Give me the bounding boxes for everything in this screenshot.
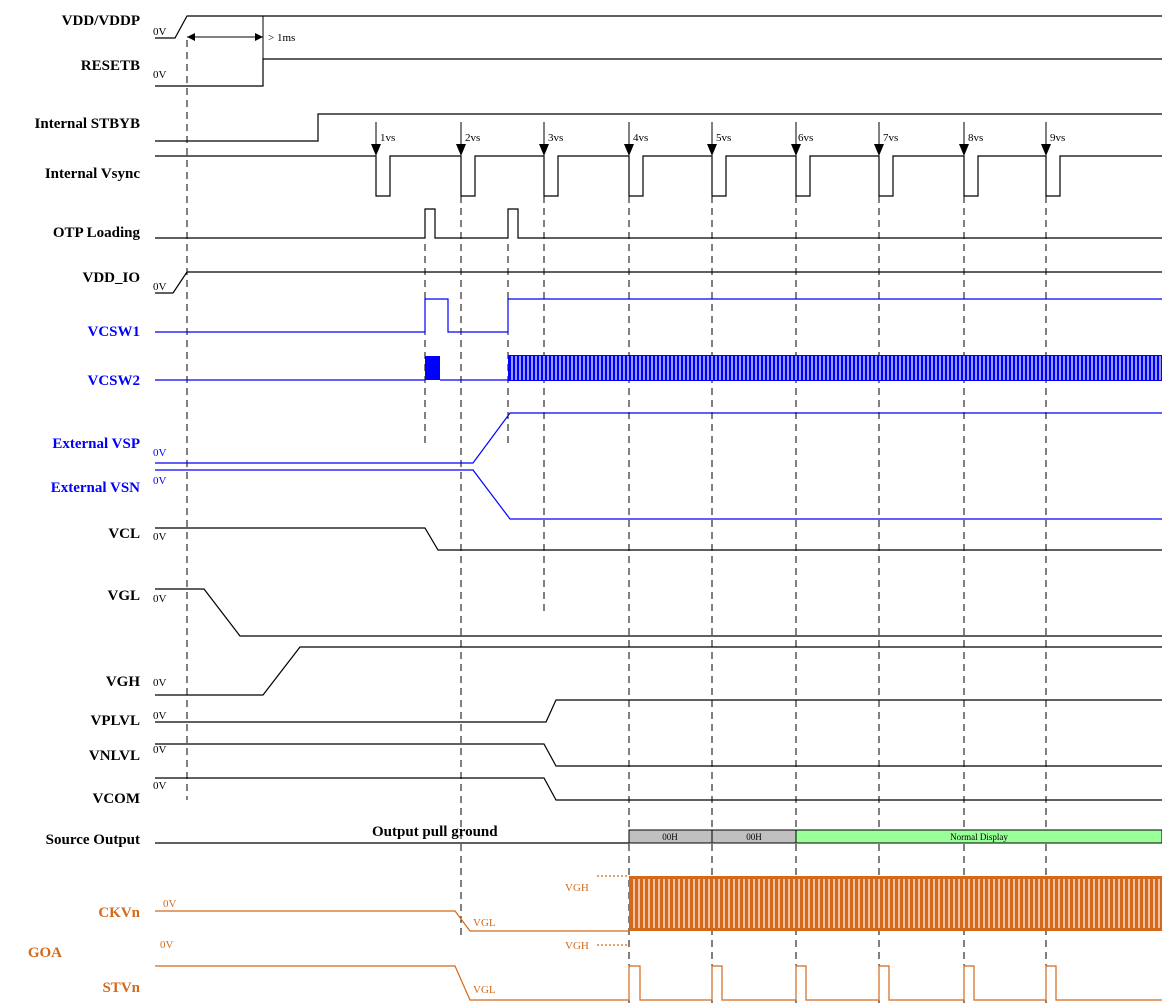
label-vnlvl: VNLVL [89,748,140,764]
label-vcsw2: VCSW2 [87,373,140,389]
source-segment-2-label: 00H [746,832,762,842]
source-output-bar: 00H 00H Normal Display [628,829,1162,844]
label-vcl: VCL [108,526,140,542]
wave-otp-loading [155,208,1162,239]
zero-v-vcl: 0V [153,531,167,543]
zero-volt-tags: 0V 0V 0V 0V 0V 0V 0V 0V 0V 0V 0V 0V 0V [153,26,177,951]
vsync-label-5: 5vs [716,132,731,144]
wave-vgl [155,588,1162,637]
vsync-label-2: 2vs [465,132,480,144]
zero-v-vdd: 0V [153,26,167,38]
label-goa: GOA [28,945,62,961]
vsync-arrows [371,144,1051,156]
zero-v-vsp: 0V [153,447,167,459]
label-vdd-vddp: VDD/VDDP [62,13,140,29]
vsync-arrow-1 [371,144,381,156]
ckvn-burst-hatch [633,879,1160,928]
wave-internal-stbyb [155,113,1162,142]
label-otp-loading: OTP Loading [53,225,141,241]
dashed-guides [186,40,1047,1003]
wave-external-vsp [155,412,1162,464]
vsync-arrow-8 [959,144,969,156]
ckvn-vgl-label: VGL [473,917,496,929]
zero-v-vnlvl: 0V [153,744,167,756]
vsync-label-6: 6vs [798,132,813,144]
vsync-label-1: 1vs [380,132,395,144]
wave-stvn [155,965,1162,1001]
label-vcsw1: VCSW1 [87,324,140,340]
vcsw2-burst-2 [508,355,1162,381]
wave-vplvl [155,699,1162,723]
orange-waveforms [155,875,1162,1001]
vsync-arrow-5 [707,144,717,156]
vsync-labels: 1vs 2vs 3vs 4vs 5vs 6vs 7vs 8vs 9vs [380,132,1065,144]
label-stvn: STVn [102,980,140,996]
vsync-arrow-3 [539,144,549,156]
label-external-vsp: External VSP [52,436,140,452]
vsync-arrow-7 [874,144,884,156]
vsync-arrow-9 [1041,144,1051,156]
zero-v-vsn: 0V [153,475,167,487]
reset-timing-note: > 1ms [268,32,295,44]
zero-v-ckvn: 0V [163,898,177,910]
wave-vgh [155,646,1162,696]
timing-arrow-left [187,33,195,41]
wave-vdd-io [155,271,1162,294]
label-external-vsn: External VSN [51,480,140,496]
black-waveforms [155,15,1162,844]
wave-vnlvl [155,743,1162,767]
stvn-vgl-label: VGL [473,984,496,996]
goa-level-labels: VGH VGL VGH VGL [473,882,589,996]
vsync-arrow-stems [375,122,1047,146]
vsync-label-3: 3vs [548,132,563,144]
wave-internal-vsync [155,155,1162,197]
source-normal-display [795,829,1162,844]
label-resetb: RESETB [81,58,140,74]
wave-vdd-vddp [155,15,1162,39]
wave-external-vsn [155,469,1162,520]
signal-labels: VDD/VDDP RESETB Internal STBYB Internal … [28,13,141,996]
zero-v-resetb: 0V [153,69,167,81]
label-vcom: VCOM [93,791,141,807]
reset-timing-annotation [187,16,264,59]
source-normal-label: Normal Display [950,832,1008,842]
vsync-arrow-2 [456,144,466,156]
label-ckvn: CKVn [98,905,140,921]
source-segment-1-label: 00H [662,832,678,842]
timing-arrow-right [255,33,263,41]
vsync-label-9: 9vs [1050,132,1065,144]
zero-v-vplvl: 0V [153,710,167,722]
ckvn-clock-burst [629,876,1162,931]
zero-v-vgl: 0V [153,593,167,605]
wave-vcom [155,777,1162,801]
wave-resetb [155,58,1162,87]
wave-ckvn [155,910,629,932]
blue-waveforms [155,298,1162,520]
label-vplvl: VPLVL [91,713,140,729]
vcsw2-burst-hatch [511,356,1161,380]
label-vgl: VGL [107,588,140,604]
ckvn-vgh-label: VGH [565,882,589,894]
wave-vcl [155,527,1162,551]
vsync-label-7: 7vs [883,132,898,144]
zero-v-vdd-io: 0V [153,281,167,293]
label-vdd-io: VDD_IO [82,270,140,286]
vcsw2-burst-1 [425,356,440,380]
label-internal-stbyb: Internal STBYB [35,116,140,132]
vsync-arrow-4 [624,144,634,156]
stvn-vgh-label: VGH [565,940,589,952]
label-internal-vsync: Internal Vsync [45,166,140,182]
vsync-arrow-6 [791,144,801,156]
label-source-output: Source Output [46,832,140,848]
zero-v-vcom: 0V [153,780,167,792]
vsync-label-4: 4vs [633,132,648,144]
vsync-label-8: 8vs [968,132,983,144]
label-vgh: VGH [106,674,141,690]
output-pull-ground: Output pull ground [372,824,498,840]
wave-vcsw1 [155,298,1162,333]
zero-v-vgh: 0V [153,677,167,689]
zero-v-stvn: 0V [160,939,174,951]
